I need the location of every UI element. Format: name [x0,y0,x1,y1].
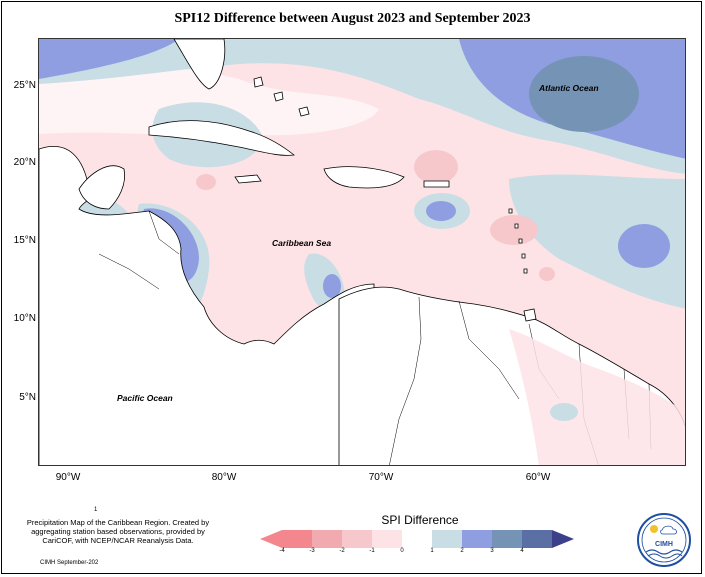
pink-spot-jamaica [196,174,216,190]
lat-label-10n: 10°N [13,313,36,324]
legend-title: SPI Difference [381,513,459,527]
legend-tick: 4 [520,548,524,554]
legend-arrow-left [260,530,282,548]
legend-tick: 2 [460,548,464,554]
dark-blue-zone-atlantic [529,56,639,132]
light-blue-zone-east [509,174,685,309]
pink-spot-hispaniola [414,150,458,184]
legend-swatch [282,530,312,548]
blue-spot-ne-caribbean [426,201,456,221]
anomaly-guianas [509,329,685,465]
label-pacific-ocean: Pacific Ocean [117,393,173,403]
legend-tick: -2 [339,548,345,554]
near-zero-zone [39,63,379,136]
legend-swatch [462,530,492,548]
blue-zone-northwest [39,39,179,79]
legend-tick: 1 [430,548,434,554]
legend-swatch [432,530,462,548]
label-caribbean-sea: Caribbean Sea [272,238,331,248]
map-caption: Precipitation Map of the Caribbean Regio… [26,518,210,545]
cloud-icon [660,525,677,535]
blue-spot-east-atlantic [618,224,670,268]
legend-arrow-right [552,530,574,548]
label-atlantic-ocean: Atlantic Ocean [538,83,599,93]
lon-label-70w: 70°W [368,472,394,483]
lat-label-25n: 25°N [13,80,36,91]
cimh-logo: CIMH [637,513,691,567]
lon-label-60w: 60°W [525,472,551,483]
wave-icon [645,549,683,555]
lon-label-80w: 80°W [211,472,237,483]
legend-tick: 3 [490,548,494,554]
map-panel: Atlantic Ocean Caribbean Sea Pacific Oce… [38,38,686,466]
legend-tick: -4 [279,548,285,554]
lat-label-20n: 20°N [13,157,36,168]
map-title: SPI12 Difference between August 2023 and… [174,11,531,26]
small-mark: 1 [94,507,98,513]
blue-spot-colombia [323,274,341,298]
logo-text: CIMH [655,541,673,548]
lat-label-15n: 15°N [13,235,36,246]
legend-swatch [522,530,552,548]
legend-tick: -3 [309,548,315,554]
legend-swatch [342,530,372,548]
legend-colorbar [260,530,574,548]
pink-spot-leeward [490,215,538,245]
lon-label-90w: 90°W [55,472,81,483]
legend-swatch [312,530,342,548]
legend-tick: -1 [369,548,375,554]
pink-spot-windward [539,267,555,281]
sun-icon [650,525,658,533]
legend-swatch [492,530,522,548]
legend-swatch [402,530,432,548]
legend-swatch [372,530,402,548]
lat-label-5n: 5°N [19,392,36,403]
credit-text: CIMH September-202 [40,560,99,566]
legend-tick: 0 [400,548,404,554]
light-blue-spot-guyana [550,403,578,421]
